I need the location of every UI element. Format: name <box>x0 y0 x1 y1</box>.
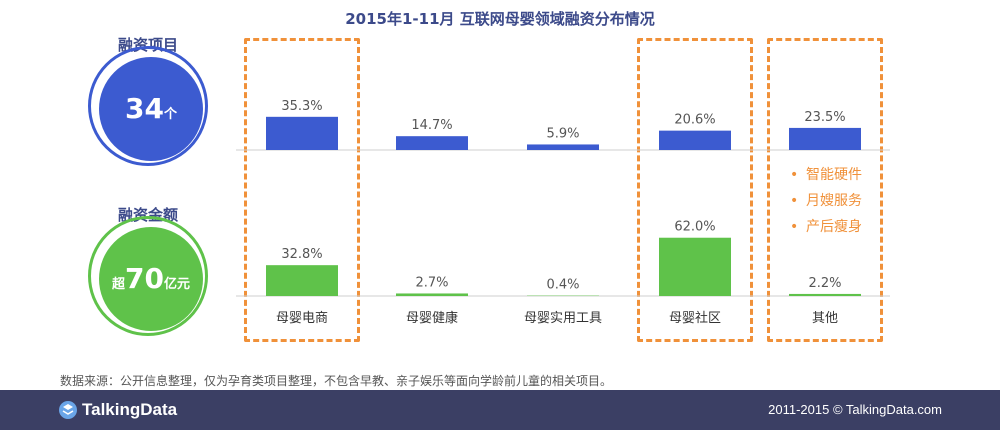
category-label: 母婴社区 <box>669 310 721 326</box>
brand-name: TalkingData <box>82 400 178 419</box>
data-label: 32.8% <box>281 247 322 262</box>
bar <box>659 237 731 296</box>
data-label: 2.2% <box>808 276 841 291</box>
highlight-box <box>244 38 360 342</box>
bar <box>789 293 861 296</box>
chart-title: 2015年1-11月 互联网母婴领域融资分布情况 <box>345 10 655 28</box>
other-item: • 产后瘦身 <box>790 219 862 235</box>
data-label: 5.9% <box>546 126 579 141</box>
category-label: 母婴实用工具 <box>524 311 602 326</box>
brand-logo: TalkingData <box>58 400 177 420</box>
amount-value: 70 <box>125 262 164 295</box>
bar <box>266 116 338 150</box>
bar-chart: 35.3% 14.7% 5.9% 20.6% 23.5% 32.8% 2.7% 0.4% 62.… <box>236 99 890 326</box>
data-label: 2.7% <box>415 275 448 290</box>
source-note: 数据来源：公开信息整理，仅为孕育类项目整理，不包含早教、亲子娱乐等面向学龄前儿童… <box>60 374 613 388</box>
other-item: • 月嫂服务 <box>790 193 862 209</box>
data-label: 35.3% <box>281 99 322 114</box>
brand-icon <box>59 401 77 419</box>
bar <box>396 136 468 150</box>
bar <box>396 293 468 296</box>
projects-value: 34 <box>125 92 164 125</box>
amount-unit: 亿元 <box>163 277 190 292</box>
category-label: 母婴健康 <box>406 310 458 326</box>
highlight-box <box>767 38 883 342</box>
bar <box>659 130 731 150</box>
data-label: 62.0% <box>674 220 715 235</box>
projects-unit: 个 <box>163 107 177 122</box>
data-label: 23.5% <box>804 110 845 125</box>
amount-prefix: 超 <box>112 277 126 292</box>
projects-circle: 34 个 <box>88 46 208 166</box>
data-label: 0.4% <box>546 278 579 293</box>
other-item: • 智能硬件 <box>790 167 862 183</box>
amount-circle: 超 70 亿元 <box>88 216 208 336</box>
copyright: 2011-2015 © TalkingData.com <box>768 402 942 417</box>
bar <box>266 265 338 296</box>
data-label: 20.6% <box>674 113 715 128</box>
category-label: 其他 <box>812 311 838 326</box>
highlight-box <box>637 38 753 342</box>
category-label: 母婴电商 <box>276 311 328 326</box>
data-label: 14.7% <box>411 118 452 133</box>
bar <box>789 127 861 150</box>
bar <box>527 144 599 150</box>
other-items-list: • 智能硬件 • 月嫂服务 • 产后瘦身 <box>790 162 862 240</box>
footer: TalkingData 2011-2015 © TalkingData.com <box>0 390 1000 430</box>
